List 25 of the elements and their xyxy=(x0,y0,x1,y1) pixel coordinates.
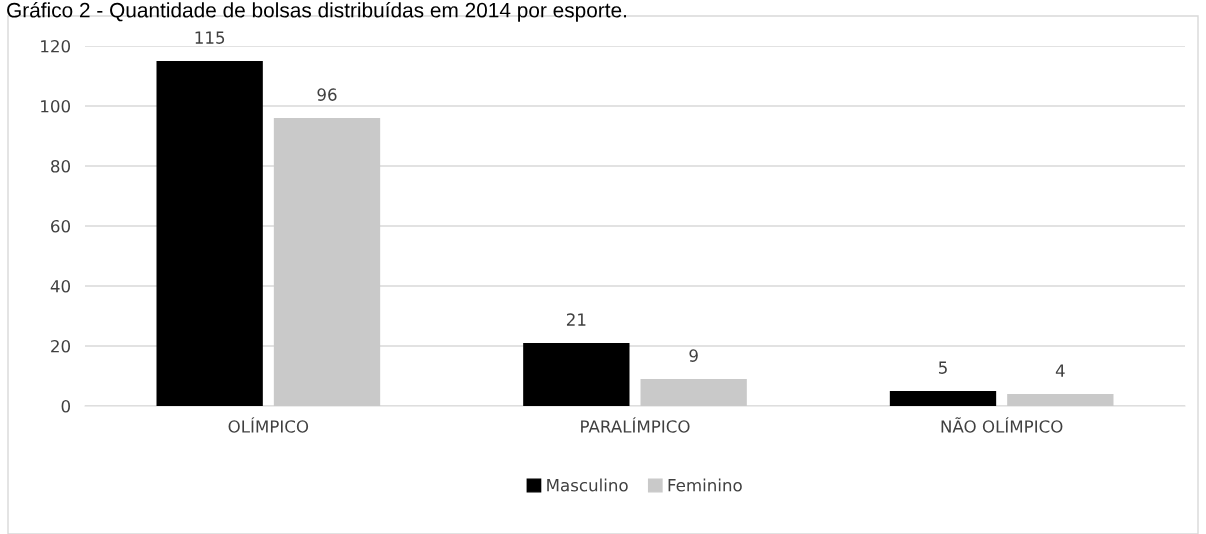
chart-title: Gráfico 2 - Quantidade de bolsas distribuídas em 2014 por esporte. xyxy=(7,2,627,22)
y-tick-label: 20 xyxy=(51,339,70,353)
x-tick-label: NÃO OLÍMPICO xyxy=(941,417,1063,433)
bar xyxy=(156,61,263,406)
bar xyxy=(640,379,747,406)
y-tick-label: 60 xyxy=(51,219,70,233)
data-label: 5 xyxy=(938,361,947,374)
y-tick-label: 40 xyxy=(50,279,70,293)
data-label: 21 xyxy=(566,313,586,326)
data-label: 9 xyxy=(689,349,698,362)
data-label: 96 xyxy=(317,88,337,101)
data-label: 115 xyxy=(195,31,225,44)
bar xyxy=(1007,394,1114,406)
x-tick-label: OLÍMPICO xyxy=(228,417,309,433)
y-tick-label: 120 xyxy=(41,39,70,53)
bar xyxy=(523,343,630,406)
y-tick-label: 100 xyxy=(41,99,70,113)
x-tick-label: PARALÍMPICO xyxy=(581,417,690,433)
legend-label: Feminino xyxy=(668,478,742,492)
bar xyxy=(889,391,997,406)
bar xyxy=(273,118,381,406)
data-label: 4 xyxy=(1055,364,1065,377)
y-tick-label: 80 xyxy=(51,159,70,173)
y-tick-label: 0 xyxy=(61,399,70,413)
legend-label: Masculino xyxy=(547,478,628,492)
